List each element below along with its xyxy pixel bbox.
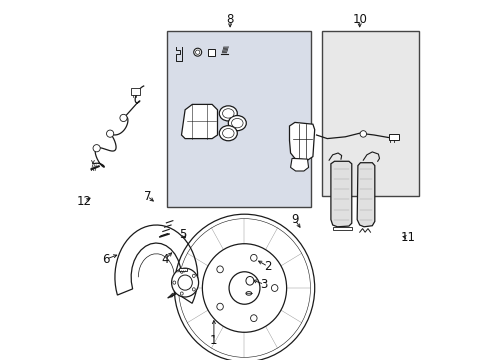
Text: 2: 2: [264, 260, 271, 273]
Bar: [179, 268, 186, 271]
Text: 1: 1: [210, 334, 217, 347]
Ellipse shape: [228, 272, 260, 304]
Bar: [208, 49, 215, 56]
Polygon shape: [330, 161, 351, 227]
Ellipse shape: [222, 129, 234, 138]
Ellipse shape: [180, 270, 183, 273]
Ellipse shape: [271, 284, 277, 292]
Ellipse shape: [192, 274, 195, 278]
Bar: [131, 88, 140, 95]
Ellipse shape: [193, 48, 201, 56]
Ellipse shape: [245, 276, 253, 285]
Ellipse shape: [245, 292, 251, 295]
Circle shape: [106, 130, 114, 137]
Text: 3: 3: [260, 278, 267, 291]
Ellipse shape: [178, 275, 192, 290]
Ellipse shape: [219, 126, 237, 141]
Ellipse shape: [250, 315, 257, 321]
Ellipse shape: [172, 281, 175, 284]
Circle shape: [93, 145, 100, 152]
Text: 9: 9: [290, 213, 298, 226]
Text: 11: 11: [400, 231, 415, 244]
Bar: [387, 134, 399, 140]
Bar: [321, 31, 418, 196]
Ellipse shape: [228, 116, 246, 131]
Text: 4: 4: [161, 253, 169, 266]
Text: 6: 6: [102, 253, 109, 266]
Text: 7: 7: [143, 190, 151, 203]
Ellipse shape: [216, 266, 223, 273]
Polygon shape: [290, 158, 308, 171]
Ellipse shape: [195, 50, 200, 54]
Ellipse shape: [180, 292, 183, 295]
Ellipse shape: [216, 303, 223, 310]
Polygon shape: [289, 122, 314, 160]
Bar: [332, 227, 352, 230]
Polygon shape: [356, 163, 374, 227]
Text: 8: 8: [226, 13, 233, 26]
Ellipse shape: [231, 118, 243, 128]
Ellipse shape: [222, 109, 234, 118]
Ellipse shape: [250, 255, 257, 261]
Text: 10: 10: [351, 13, 366, 26]
Polygon shape: [181, 104, 217, 139]
Ellipse shape: [171, 268, 198, 297]
Text: 12: 12: [77, 195, 92, 208]
Ellipse shape: [219, 106, 237, 121]
Bar: [167, 31, 310, 207]
Circle shape: [120, 114, 127, 122]
Ellipse shape: [192, 288, 195, 291]
Circle shape: [359, 131, 366, 137]
Text: 5: 5: [179, 228, 186, 240]
